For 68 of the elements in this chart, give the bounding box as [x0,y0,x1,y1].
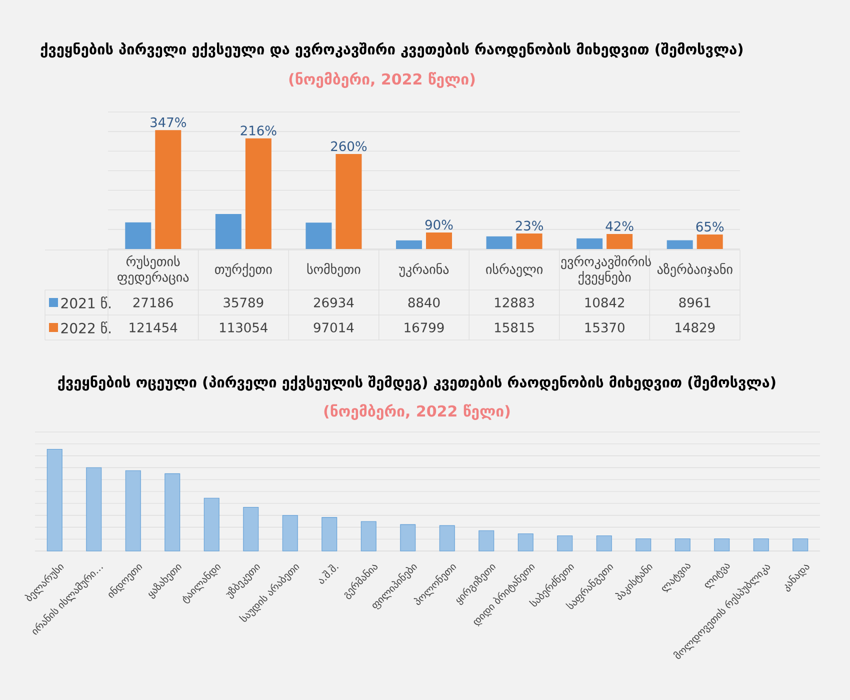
data-label: 15815 [495,322,534,332]
x-tick-label: ისრაელი [486,263,542,277]
data-label: 121454 [130,322,178,332]
bar [125,222,152,249]
bar [714,538,730,552]
bar [360,521,376,552]
data-label: 16799 [404,322,444,332]
bar [215,214,242,249]
bar [576,238,603,249]
x-tick-label: რუსეთის ფედერაცია [118,255,189,285]
bar [439,525,455,552]
bar [666,240,693,249]
bar [322,517,338,552]
bar [282,515,298,552]
bar [155,130,182,249]
bar [792,538,808,552]
data-label: 15370 [585,322,624,332]
data-label: 14829 [676,322,715,332]
bar [243,506,259,552]
chart-title: ქვეყნების პირველი ექვსეული და ევროკავშირი კვეთების რაოდენობის მიხედვით (შემოსვლა) [40,42,743,58]
data-label: 12883 [495,298,534,308]
annotation: 260% [331,141,367,152]
data-label: 26934 [314,298,354,308]
bar [164,473,180,552]
data-label: 97014 [314,322,354,332]
bar [518,533,534,552]
bar [336,154,362,249]
annotation: 65% [696,222,724,232]
annotation: 216% [240,126,276,136]
chart-subtitle: (ნოემბერი, 2022 წელი) [289,72,475,88]
bar [204,498,220,552]
bar [596,535,612,552]
data-label: 113054 [220,322,268,332]
bar [46,449,62,552]
annotation: 347% [150,117,186,128]
x-tick-label: ევროკავშირის ქვეყნები [561,255,651,285]
x-tick-label: თურქეთი [215,263,272,277]
data-label: 27186 [133,298,173,308]
bar [516,234,542,249]
chart-title: ქვეყნების ოცეული (პირველი ექვსეულის შემდეგ) კვეთების რაოდენობის მიხედვით (შემოსვლა) [58,375,776,391]
bar [674,538,690,552]
data-label: 10842 [585,298,624,308]
x-tick-label: სომხეთი [307,263,360,277]
bar [86,467,102,552]
bar [245,138,272,249]
bar [636,538,652,552]
bar [753,538,769,552]
bar [486,236,512,249]
bar [557,535,573,552]
bar [606,234,633,249]
annotation: 42% [606,221,634,232]
legend-label: 2021 წ. [61,296,111,308]
data-label: 8961 [679,298,710,308]
chart-subtitle: (ნოემბერი, 2022 წელი) [324,404,510,420]
bar [426,232,452,249]
bar [400,524,416,552]
data-label: 35789 [224,298,264,308]
bar [696,234,723,249]
x-tick-label: აზერბაიჯანი [657,263,732,277]
bar [125,470,141,552]
bar [396,240,422,249]
bar [306,222,332,249]
data-label: 8840 [408,298,440,308]
x-tick-label: უკრაინა [398,263,449,277]
annotation: 23% [516,220,543,231]
bar [478,530,494,552]
legend-label: 2022 წ. [61,322,111,334]
annotation: 90% [425,220,453,230]
